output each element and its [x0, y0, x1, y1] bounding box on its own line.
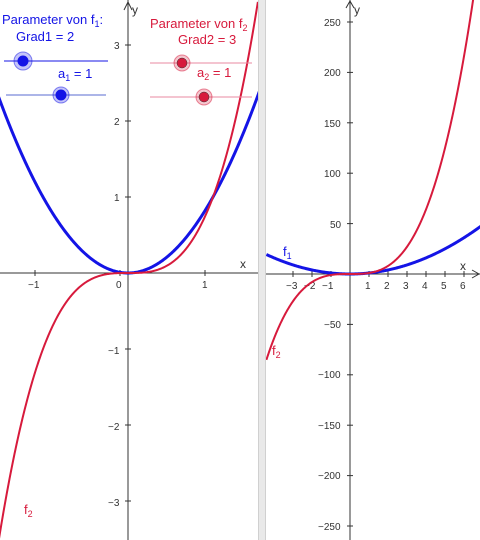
y-tick-label: 2 [114, 117, 120, 128]
slider-label-grad2: Grad2 = 3 [178, 32, 237, 47]
slider-knob-a2[interactable] [195, 88, 213, 106]
y-ticks [125, 44, 131, 502]
y-tick-label: −100 [318, 370, 341, 381]
slider-knob-grad2[interactable] [173, 54, 191, 72]
y-tick-label: −200 [318, 471, 341, 482]
slider-label-a2: a2 = 1 [197, 65, 232, 82]
label-f2-bottom: f2 [24, 502, 33, 519]
y-axis-label: y [132, 3, 138, 17]
graphics-view-1[interactable]: −1 0 1 x y 3 2 1 −1 −2 −3 [0, 0, 258, 540]
x-tick-label: 3 [403, 281, 409, 292]
y-tick-label: 200 [324, 68, 341, 79]
y-tick-label: 150 [324, 119, 341, 130]
graphics-canvas-2[interactable]: −3 −2 −1 1 2 3 4 5 6 x y 250 200 150 100… [266, 0, 480, 540]
x-tick-label: 1 [202, 280, 208, 291]
y-tick-label: 1 [114, 193, 120, 204]
y-ticks [347, 21, 353, 527]
x-tick-label: 4 [422, 281, 428, 292]
label-f1: f1 [283, 244, 292, 261]
view-splitter[interactable] [258, 0, 266, 540]
y-tick-label: −3 [108, 498, 120, 509]
slider-knob-a1[interactable] [52, 86, 70, 104]
y-axis-label: y [354, 3, 360, 17]
graphics-view-2[interactable]: −3 −2 −1 1 2 3 4 5 6 x y 250 200 150 100… [266, 0, 480, 540]
x-tick-label: −1 [28, 280, 40, 291]
y-axis [123, 0, 133, 540]
graph-f2[interactable] [266, 0, 476, 361]
y-tick-label: −2 [108, 422, 120, 433]
x-axis-label: x [460, 259, 466, 273]
slider-label-grad1: Grad1 = 2 [16, 29, 75, 44]
y-tick-label: −1 [108, 346, 120, 357]
x-tick-label: 2 [384, 281, 390, 292]
y-tick-label: −150 [318, 421, 341, 432]
label-f2: f2 [272, 343, 281, 360]
y-tick-label: 250 [324, 18, 341, 29]
graph-f1[interactable] [266, 224, 480, 276]
x-tick-label: −1 [322, 281, 334, 292]
x-tick-label: −3 [286, 281, 298, 292]
y-tick-label: −250 [318, 522, 341, 533]
slider-knob-grad1[interactable] [13, 51, 33, 71]
y-tick-label: 50 [330, 220, 342, 231]
x-tick-label: 6 [460, 281, 466, 292]
y-axis [345, 0, 355, 540]
panel-f2-title: Parameter von f2 [150, 16, 248, 33]
panel-f1-title: Parameter von f1: [2, 12, 104, 29]
y-tick-label: 3 [114, 41, 120, 52]
y-tick-label: 100 [324, 169, 341, 180]
x-axis-label: x [240, 257, 246, 271]
y-tick-label: −50 [324, 320, 341, 331]
slider-label-a1: a1 = 1 [58, 66, 93, 83]
x-tick-label: 0 [116, 280, 122, 291]
x-tick-label: 1 [365, 281, 371, 292]
graph-f2[interactable] [0, 1, 258, 540]
graphics-canvas-1[interactable]: −1 0 1 x y 3 2 1 −1 −2 −3 [0, 0, 258, 540]
x-tick-label: −2 [304, 281, 316, 292]
x-tick-label: 5 [441, 281, 447, 292]
